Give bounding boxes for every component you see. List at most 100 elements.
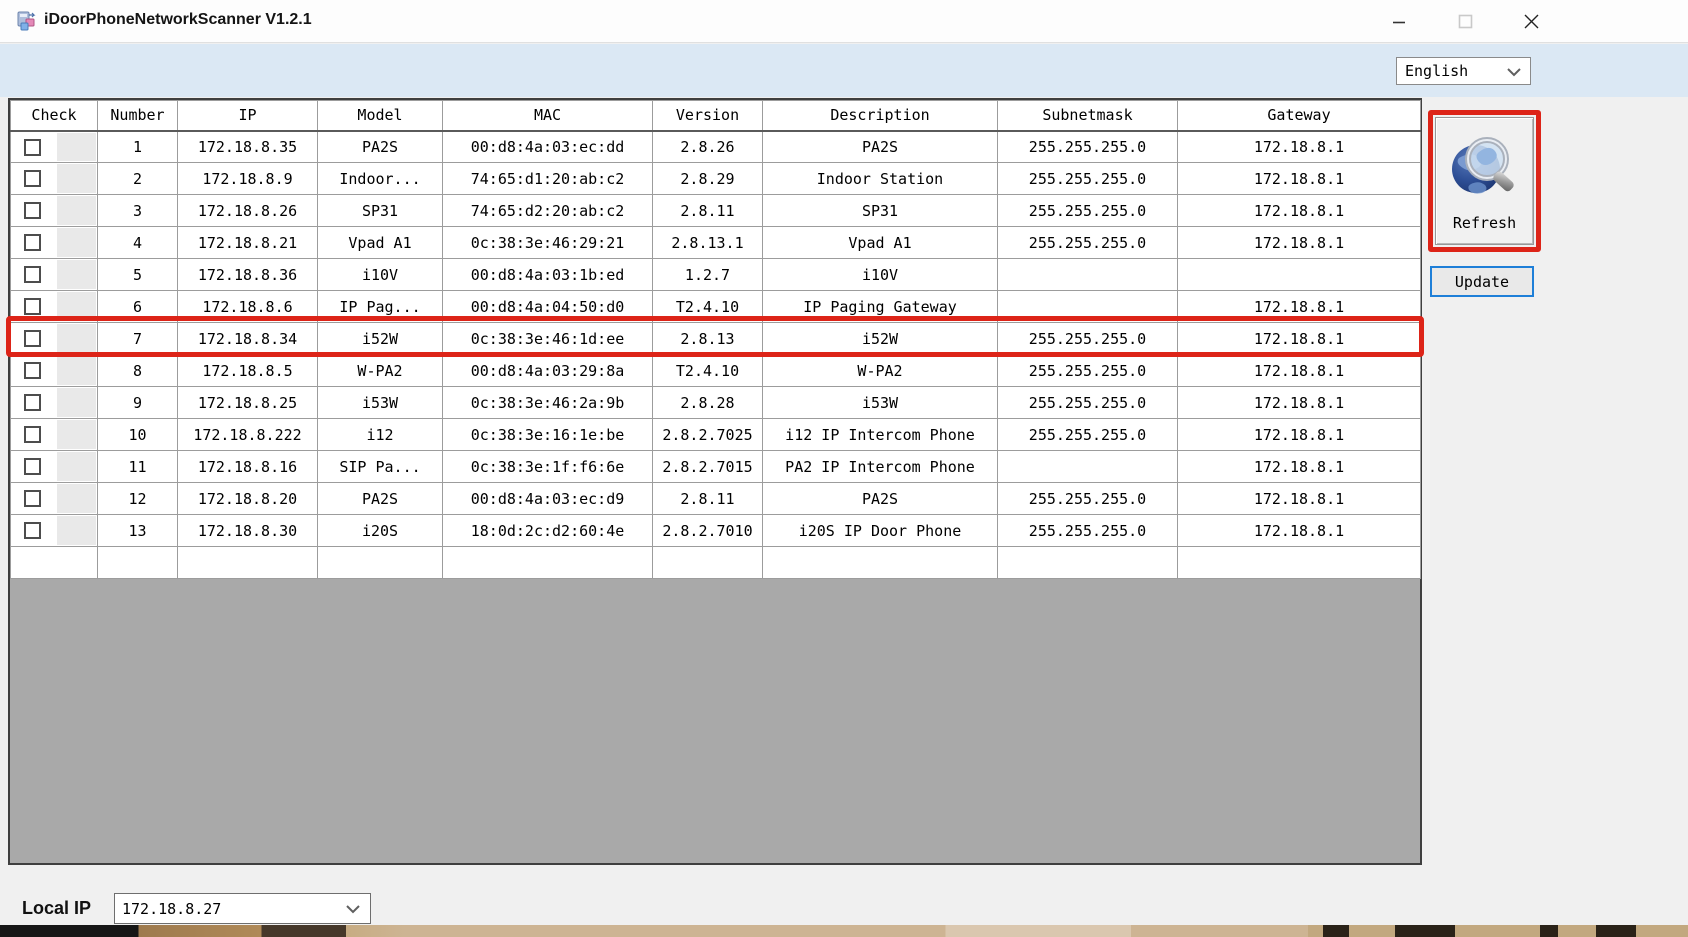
cell-subnetmask: 255.255.255.0	[997, 418, 1178, 451]
refresh-button[interactable]: Refresh	[1435, 117, 1534, 245]
empty-row	[10, 546, 1421, 579]
column-header-subnetmask[interactable]: Subnetmask	[997, 100, 1178, 132]
minimize-button[interactable]	[1376, 0, 1422, 43]
globe-magnifier-icon	[1451, 137, 1514, 194]
device-row-7[interactable]: 7 172.18.8.34 i52W 0c:38:3e:46:1d:ee 2.8.13 i…	[10, 322, 1421, 355]
cell-ip: 172.18.8.34	[177, 322, 318, 355]
column-header-check[interactable]: Check	[10, 100, 98, 132]
cell-model: Indoor...	[317, 162, 443, 195]
language-select[interactable]: English	[1396, 57, 1531, 85]
cell-number: 7	[97, 322, 178, 355]
close-icon	[1524, 14, 1538, 29]
column-header-mac[interactable]: MAC	[442, 100, 653, 132]
empty-cell	[97, 546, 178, 579]
cell-number: 5	[97, 258, 178, 291]
row-checkbox[interactable]	[24, 458, 41, 475]
window-title: iDoorPhoneNetworkScanner V1.2.1	[44, 11, 312, 28]
cell-version: 2.8.2.7015	[652, 450, 763, 483]
column-header-version[interactable]: Version	[652, 100, 763, 132]
cell-version: 2.8.2.7010	[652, 514, 763, 547]
device-row-4[interactable]: 4 172.18.8.21 Vpad A1 0c:38:3e:46:29:21 2.8.…	[10, 226, 1421, 259]
cell-ip: 172.18.8.20	[177, 482, 318, 515]
cell-description: i20S IP Door Phone	[762, 514, 998, 547]
table-header-row: Check Number IP Model MAC Version Description S…	[10, 100, 1421, 132]
column-header-gateway[interactable]: Gateway	[1177, 100, 1421, 132]
row-checkbox[interactable]	[24, 426, 41, 443]
device-row-3[interactable]: 3 172.18.8.26 SP31 74:65:d2:20:ab:c2 2.8.11 S…	[10, 194, 1421, 227]
cell-ip: 172.18.8.21	[177, 226, 318, 259]
device-row-2[interactable]: 2 172.18.8.9 Indoor... 74:65:d1:20:ab:c2 2.8…	[10, 162, 1421, 195]
device-row-8[interactable]: 8 172.18.8.5 W-PA2 00:d8:4a:03:29:8a T2.4.10…	[10, 354, 1421, 387]
cell-model: IP Pag...	[317, 290, 443, 323]
cell-model: SP31	[317, 194, 443, 227]
update-button[interactable]: Update	[1430, 266, 1534, 297]
check-cell-shade	[57, 484, 96, 513]
cell-check	[10, 482, 98, 515]
cell-check	[10, 450, 98, 483]
cell-gateway: 172.18.8.1	[1177, 514, 1421, 547]
cell-subnetmask: 255.255.255.0	[997, 130, 1178, 163]
column-header-ip[interactable]: IP	[177, 100, 318, 132]
cell-ip: 172.18.8.16	[177, 450, 318, 483]
cell-model: i12	[317, 418, 443, 451]
cell-check	[10, 322, 98, 355]
cell-number: 6	[97, 290, 178, 323]
cell-version: 2.8.28	[652, 386, 763, 419]
device-row-1[interactable]: 1 172.18.8.35 PA2S 00:d8:4a:03:ec:dd 2.8.26 P…	[10, 130, 1421, 163]
row-checkbox[interactable]	[24, 522, 41, 539]
device-row-12[interactable]: 12 172.18.8.20 PA2S 00:d8:4a:03:ec:d9 2.8.11…	[10, 482, 1421, 515]
cell-check	[10, 418, 98, 451]
device-row-13[interactable]: 13 172.18.8.30 i20S 18:0d:2c:d2:60:4e 2.8.2.…	[10, 514, 1421, 547]
cell-gateway: 172.18.8.1	[1177, 386, 1421, 419]
device-row-5[interactable]: 5 172.18.8.36 i10V 00:d8:4a:03:1b:ed 1.2.7 i1…	[10, 258, 1421, 291]
close-button[interactable]	[1508, 0, 1554, 43]
cell-number: 13	[97, 514, 178, 547]
cell-version: 2.8.13.1	[652, 226, 763, 259]
row-checkbox[interactable]	[24, 394, 41, 411]
cell-version: 2.8.29	[652, 162, 763, 195]
row-checkbox[interactable]	[24, 234, 41, 251]
row-checkbox[interactable]	[24, 170, 41, 187]
maximize-button[interactable]	[1442, 0, 1488, 43]
cell-ip: 172.18.8.30	[177, 514, 318, 547]
cell-version: 2.8.11	[652, 482, 763, 515]
cell-model: i52W	[317, 322, 443, 355]
row-checkbox[interactable]	[24, 266, 41, 283]
check-cell-shade	[57, 452, 96, 481]
column-header-model[interactable]: Model	[317, 100, 443, 132]
cell-description: i52W	[762, 322, 998, 355]
language-select-value: English	[1405, 62, 1469, 80]
row-checkbox[interactable]	[24, 490, 41, 507]
cell-description: PA2S	[762, 130, 998, 163]
row-checkbox[interactable]	[24, 362, 41, 379]
local-ip-select[interactable]: 172.18.8.27	[114, 893, 371, 924]
cell-description: IP Paging Gateway	[762, 290, 998, 323]
device-row-9[interactable]: 9 172.18.8.25 i53W 0c:38:3e:46:2a:9b 2.8.28 i…	[10, 386, 1421, 419]
cell-gateway: 172.18.8.1	[1177, 130, 1421, 163]
column-header-number[interactable]: Number	[97, 100, 178, 132]
cell-gateway: 172.18.8.1	[1177, 354, 1421, 387]
cell-check	[10, 514, 98, 547]
column-header-description[interactable]: Description	[762, 100, 998, 132]
cell-number: 2	[97, 162, 178, 195]
row-checkbox[interactable]	[24, 298, 41, 315]
cell-gateway: 172.18.8.1	[1177, 482, 1421, 515]
cell-model: i20S	[317, 514, 443, 547]
toolbar-band: English	[0, 44, 1688, 97]
empty-cell	[177, 546, 318, 579]
row-checkbox[interactable]	[24, 202, 41, 219]
cell-gateway: 172.18.8.1	[1177, 450, 1421, 483]
cell-gateway: 172.18.8.1	[1177, 290, 1421, 323]
device-row-11[interactable]: 11 172.18.8.16 SIP Pa... 0c:38:3e:1f:f6:6e 2…	[10, 450, 1421, 483]
cell-subnetmask: 255.255.255.0	[997, 162, 1178, 195]
check-cell-shade	[57, 228, 96, 257]
row-checkbox[interactable]	[24, 138, 41, 156]
cell-check	[10, 290, 98, 323]
row-checkbox[interactable]	[24, 330, 41, 347]
device-row-10[interactable]: 10 172.18.8.222 i12 0c:38:3e:16:1e:be 2.8.2.…	[10, 418, 1421, 451]
device-row-6[interactable]: 6 172.18.8.6 IP Pag... 00:d8:4a:04:50:d0 T2.…	[10, 290, 1421, 323]
cell-ip: 172.18.8.5	[177, 354, 318, 387]
table-empty-area	[10, 579, 1420, 863]
cell-subnetmask: 255.255.255.0	[997, 514, 1178, 547]
maximize-icon	[1458, 14, 1472, 29]
